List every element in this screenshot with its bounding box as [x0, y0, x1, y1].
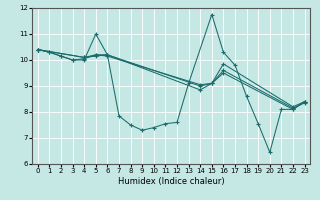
- X-axis label: Humidex (Indice chaleur): Humidex (Indice chaleur): [118, 177, 225, 186]
